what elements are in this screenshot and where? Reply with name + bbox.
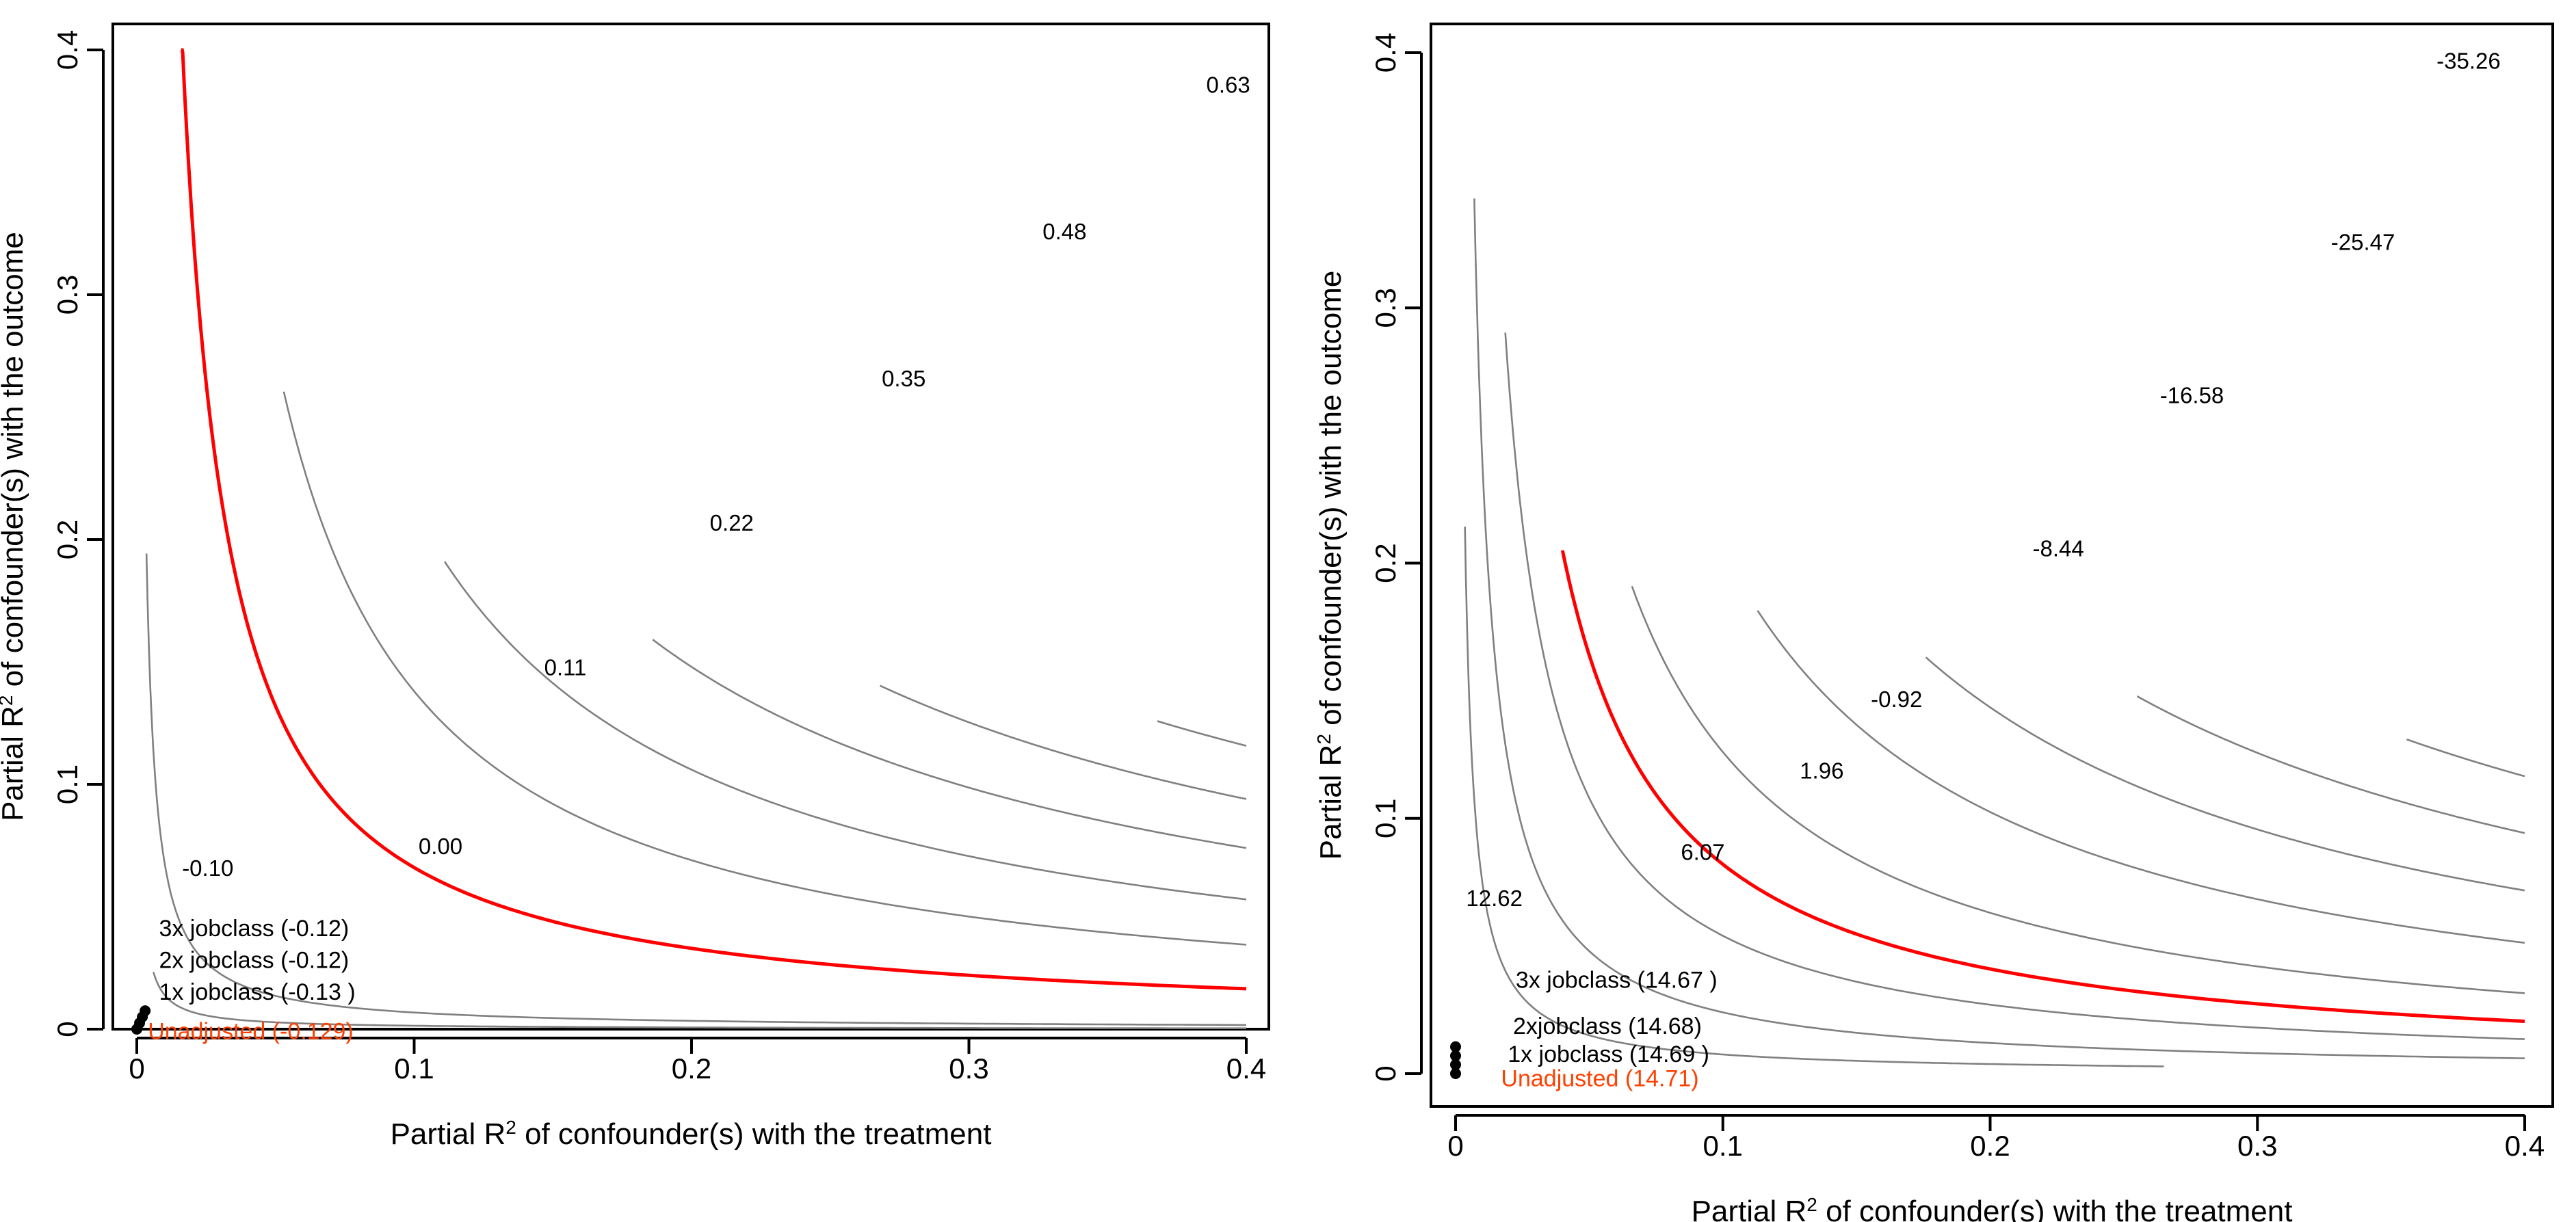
x-tick-label: 0.1: [1703, 1130, 1743, 1162]
contour-label: 12.62: [1466, 886, 1523, 911]
y-tick-label: 0.4: [51, 30, 83, 70]
contour-line: [145, 553, 1246, 1026]
contour-label: -0.10: [182, 855, 233, 881]
benchmark-point: [140, 1005, 151, 1017]
x-tick-label: 0.3: [949, 1052, 988, 1085]
benchmark-label: 1x jobclass (-0.13 ): [159, 979, 355, 1005]
contour-line: [879, 685, 1247, 800]
benchmark-label: 3x jobclass (14.67 ): [1516, 968, 1718, 994]
x-tick-label: 0.4: [2505, 1130, 2545, 1162]
y-axis-title: Partial R2 of confounder(s) with the out…: [0, 232, 29, 821]
benchmark-point: [1450, 1068, 1461, 1079]
x-axis: 0 0.1 0.2 0.3 0.4: [129, 1037, 1266, 1085]
contour-label: 0.35: [882, 366, 925, 391]
contour-line: [652, 639, 1247, 849]
threshold-contour-line: [1560, 550, 2525, 1023]
contour-line: [1464, 527, 2164, 1067]
contour-label: 1.96: [1800, 758, 1843, 783]
right-contour-plot: 12.62 6.07 1.96 -0.92 -8.44 -16.58 -25.47 -35.2…: [1313, 23, 2554, 1222]
benchmark-point: [1450, 1059, 1461, 1070]
y-tick-label: 0.1: [1369, 799, 1402, 838]
contour-lines: [1464, 198, 2525, 1067]
contour-label: -0.92: [1871, 687, 1922, 712]
y-tick-label: 0.3: [51, 275, 83, 315]
benchmark-label: 1x jobclass (14.69 ): [1508, 1041, 1709, 1067]
contour-line: [153, 972, 1246, 1029]
unadjusted-label: Unadjusted (-0.129): [148, 1018, 354, 1044]
y-axis: 0 0.1 0.2 0.3 0.4: [51, 30, 105, 1037]
y-tick-label: 0.2: [1369, 543, 1402, 583]
y-tick-label: 0.2: [51, 520, 83, 559]
y-tick-label: 0.1: [51, 765, 83, 804]
benchmark-label: 2xjobclass (14.68): [1513, 1013, 1702, 1039]
benchmark-points: Unadjusted (14.71)1x jobclass (14.69 )2x…: [1450, 968, 1718, 1091]
y-tick-label: 0: [51, 1021, 83, 1037]
y-tick-label: 0: [1369, 1065, 1402, 1081]
benchmark-point: [1450, 1050, 1461, 1061]
contour-label: 0.63: [1207, 72, 1250, 97]
x-axis-title: Partial R2 of confounder(s) with the tre…: [391, 1117, 992, 1152]
left-contour-plot: -0.100.000.110.220.350.480.630 0.1 0.2 0.3 0…: [0, 23, 1270, 1152]
y-tick-label: 0.3: [1369, 288, 1402, 328]
contour-label: -8.44: [2033, 536, 2084, 561]
threshold-contour-line: [180, 48, 1247, 991]
contour-line: [2136, 695, 2525, 834]
benchmark-label: 3x jobclass (-0.12): [159, 916, 349, 942]
y-tick-label: 0.4: [1369, 33, 1402, 72]
benchmark-point: [1450, 1041, 1461, 1052]
contour-label: 0.11: [544, 654, 587, 680]
contour-label: -35.26: [2436, 49, 2501, 74]
contour-line: [1757, 609, 2525, 944]
x-tick-label: 0.4: [1226, 1052, 1266, 1085]
x-tick-label: 0.2: [1970, 1130, 2010, 1162]
contour-line: [1504, 332, 2525, 1040]
contour-label: 0.48: [1042, 219, 1086, 244]
x-tick-label: 0.2: [672, 1052, 711, 1085]
contour-line: [1631, 585, 2525, 994]
contour-lines: [145, 48, 1247, 1029]
contour-line: [1157, 720, 1247, 747]
y-axis: 0 0.1 0.2 0.3 0.4: [1369, 33, 1423, 1082]
x-tick-label: 0: [1447, 1130, 1463, 1162]
plot-frame: [111, 23, 1270, 1031]
contour-line: [1473, 198, 2525, 1059]
contour-label: 0.00: [419, 834, 462, 859]
contour-line: [444, 561, 1247, 901]
y-axis-title: Partial R2 of confounder(s) with the out…: [1313, 271, 1348, 860]
x-tick-label: 0.3: [2237, 1130, 2277, 1162]
benchmark-points: Unadjusted (-0.129) 1x jobclass (-0.13 ) 2…: [131, 916, 356, 1044]
x-axis-title: Partial R2 of confounder(s) with the tre…: [1692, 1194, 2293, 1222]
benchmark-label: 2x jobclass (-0.12): [159, 948, 349, 974]
unadjusted-label: Unadjusted (14.71): [1501, 1065, 1698, 1091]
x-axis: 0 0.1 0.2 0.3 0.4: [1447, 1114, 2545, 1162]
contour-line: [282, 391, 1247, 946]
contour-label: -25.47: [2331, 230, 2395, 255]
plot-frame: [1430, 23, 2554, 1108]
contour-line: [1925, 656, 2525, 892]
contour-label: 6.07: [1681, 840, 1724, 865]
x-tick-label: 0.1: [394, 1052, 434, 1085]
contour-line: [2406, 739, 2525, 778]
contour-label: -16.58: [2160, 383, 2224, 408]
contour-label: 0.22: [710, 510, 754, 535]
x-tick-label: 0: [129, 1052, 144, 1085]
